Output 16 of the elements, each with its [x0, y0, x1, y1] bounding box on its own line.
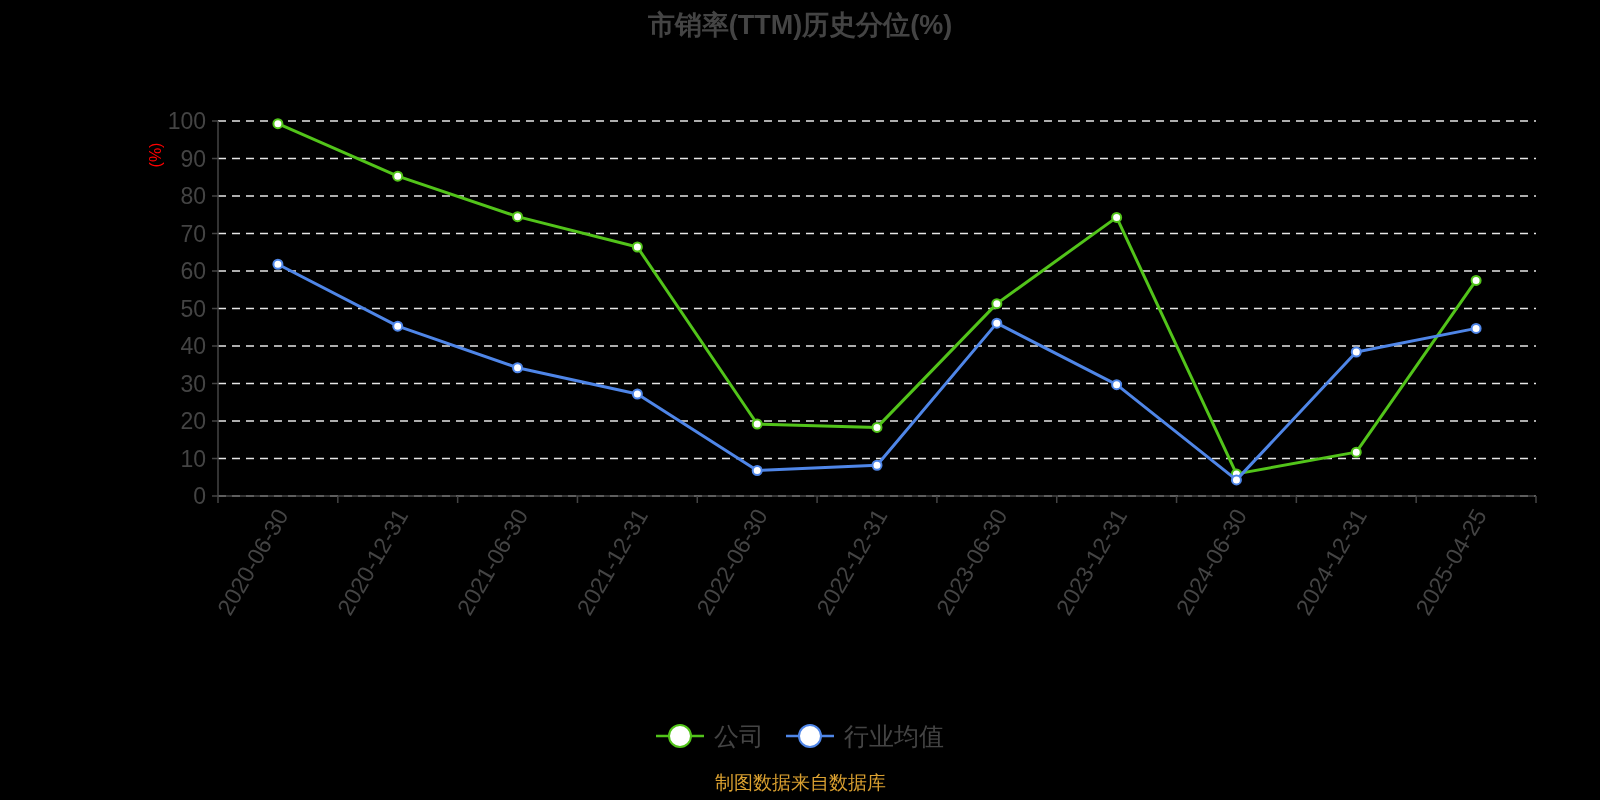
legend-label: 公司	[714, 722, 764, 750]
y-tick-label: 40	[180, 333, 206, 359]
legend-label: 行业均值	[844, 722, 944, 750]
annotation: 制图数据来自数据库	[714, 772, 886, 793]
y-tick-label: 0	[193, 483, 206, 509]
y-tick-label: 50	[180, 295, 206, 322]
y-tick-label: 100	[167, 108, 206, 134]
y-tick-label: 30	[180, 370, 206, 397]
title: 市销率(TTM)历史分位(%)	[647, 10, 953, 40]
y-tick-label: 60	[180, 258, 206, 284]
ylabel: (%)	[147, 142, 164, 168]
y-tick-label: 10	[180, 445, 206, 472]
y-tick-label: 80	[180, 183, 206, 209]
y-tick-label: 70	[180, 220, 206, 247]
y-tick-label: 20	[180, 408, 206, 434]
y-tick-label: 90	[180, 145, 206, 172]
